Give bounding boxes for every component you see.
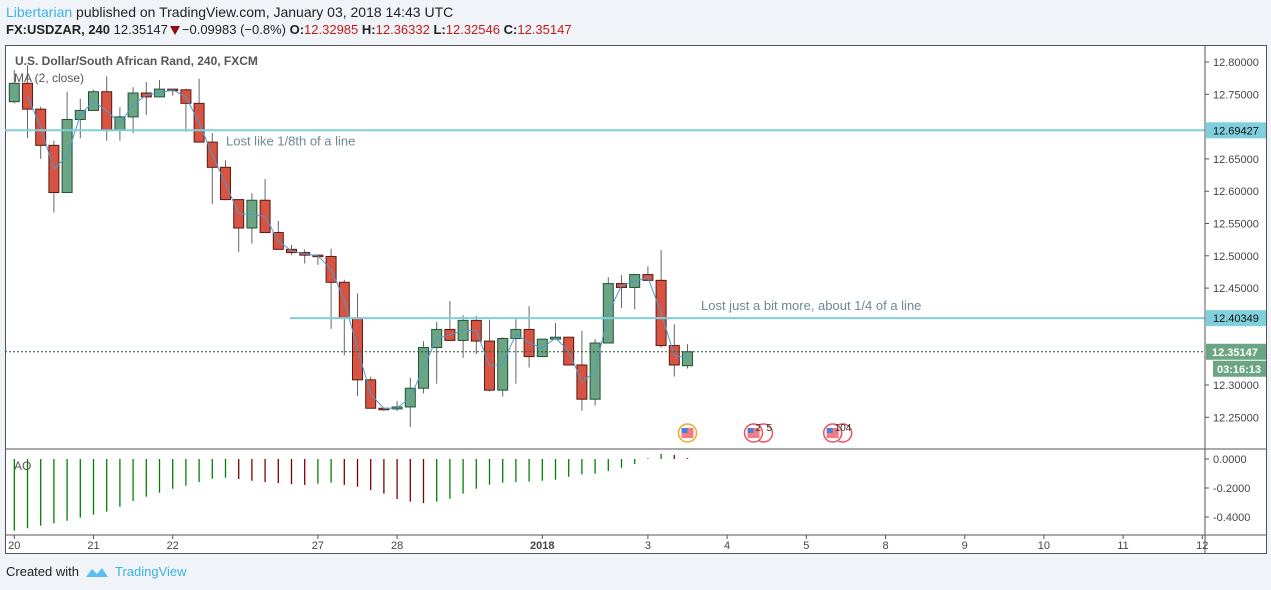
event-count: 5: [767, 423, 773, 434]
ao-tick-label: -0.4000: [1213, 512, 1250, 524]
created-with-text: Created with: [6, 564, 79, 579]
last-price: 12.35147: [113, 22, 168, 37]
time-tick-label: 5: [803, 540, 809, 552]
horizontal-line-price-tag: [1206, 310, 1266, 327]
price-tick-label: 12.60000: [1213, 186, 1259, 198]
event-count: 4: [846, 423, 852, 434]
price-tick-label: 12.25000: [1213, 412, 1259, 424]
time-tick-label: 21: [87, 540, 99, 552]
tradingview-link[interactable]: TradingView: [114, 564, 187, 579]
horizontal-line-price-label: 12.69427: [1213, 125, 1259, 137]
last-price-tag: [1206, 343, 1266, 360]
time-tick-label: 10: [1038, 540, 1050, 552]
high-label: H:: [361, 22, 376, 37]
ma-legend[interactable]: MA (2, close): [14, 71, 84, 85]
countdown-label: 03:16:13: [1217, 364, 1261, 376]
price-tick-label: 12.55000: [1213, 219, 1259, 231]
time-tick-label: 28: [391, 540, 403, 552]
published-text: published on TradingView.com, January 03…: [76, 4, 454, 20]
countdown-tag: [1213, 360, 1266, 377]
time-tick-label: 11: [1117, 540, 1128, 552]
us-flag-canton: [681, 428, 688, 433]
price-tick-label: 12.45000: [1213, 283, 1259, 295]
time-tick-label: 27: [312, 540, 324, 552]
time-tick-label: 22: [167, 540, 179, 552]
candle-up: [8, 82, 20, 103]
us-flag-canton: [826, 428, 833, 433]
time-tick-label: 8: [882, 540, 888, 552]
time-tick-label: 4: [724, 540, 730, 552]
symbol-info: FX:USDZAR, 240 12.35147 −0.09983 (−0.8%) …: [6, 22, 572, 37]
low-value: 12.32546: [445, 22, 500, 37]
price-tick-label: 12.75000: [1213, 89, 1259, 101]
chart-title: U.S. Dollar/South African Rand, 240, FXC…: [15, 54, 258, 68]
time-tick-label: 20: [8, 540, 20, 552]
close-label: C:: [503, 22, 518, 37]
us-flag-canton: [747, 428, 754, 433]
price-tick-label: 12.30000: [1213, 380, 1259, 392]
ao-tick-label: 0.0000: [1213, 454, 1247, 466]
price-tick-label: 12.50000: [1213, 251, 1259, 263]
price-change: −0.09983 (−0.8%): [181, 22, 286, 37]
ma-line: [27, 89, 688, 410]
author-link[interactable]: Libertarian: [6, 4, 73, 20]
high-value: 12.36332: [375, 22, 430, 37]
time-tick-label: 3: [645, 540, 651, 552]
ao-tick-label: -0.2000: [1213, 483, 1250, 495]
open-label: O:: [289, 22, 305, 37]
price-tick-label: 12.80000: [1213, 57, 1259, 69]
price-tick-label: 12.65000: [1213, 154, 1259, 166]
low-label: L:: [433, 22, 446, 37]
tradingview-logo-icon: [85, 567, 108, 577]
candle-up: [682, 351, 693, 367]
publish-info: Libertarian published on TradingView.com…: [6, 4, 453, 20]
horizontal-line-note: Lost like 1/8th of a line: [226, 133, 355, 148]
event-count: 10: [835, 423, 847, 434]
time-tick-label: 2018: [530, 540, 554, 552]
footer: Created with TradingView: [6, 564, 187, 579]
horizontal-line-price-label: 12.40349: [1213, 313, 1259, 325]
close-value: 12.35147: [517, 22, 572, 37]
time-tick-label: 9: [962, 540, 968, 552]
symbol: FX:USDZAR, 240: [6, 22, 111, 37]
last-price-label: 12.35147: [1212, 347, 1258, 359]
time-tick-label: 12: [1196, 540, 1208, 552]
horizontal-line-price-tag: [1206, 122, 1266, 139]
down-arrow-icon: [169, 26, 180, 36]
open-value: 12.32985: [304, 22, 359, 37]
ao-legend[interactable]: AO: [14, 459, 31, 473]
event-count: 2: [756, 423, 762, 434]
horizontal-line-note: Lost just a bit more, about 1/4 of a lin…: [701, 298, 921, 313]
